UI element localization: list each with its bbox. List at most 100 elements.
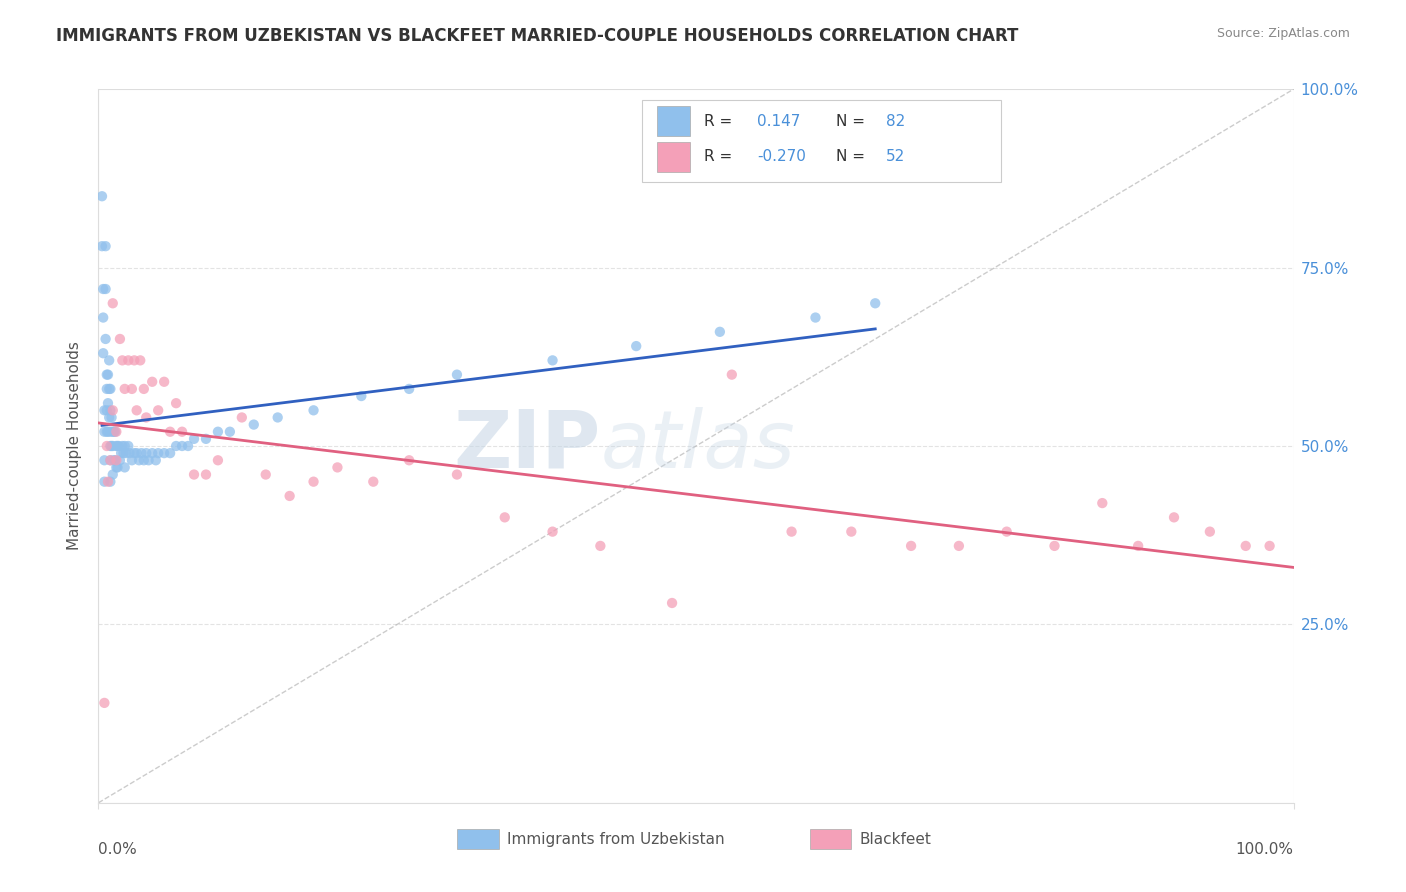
Point xyxy=(104,425,127,439)
Point xyxy=(91,346,114,360)
Point xyxy=(117,353,139,368)
Point xyxy=(1128,539,1150,553)
Point xyxy=(111,439,134,453)
Point xyxy=(107,439,129,453)
Point xyxy=(105,460,128,475)
Point xyxy=(98,403,122,417)
Point xyxy=(1043,539,1066,553)
Text: Blackfeet: Blackfeet xyxy=(859,831,932,847)
Text: Source: ZipAtlas.com: Source: ZipAtlas.com xyxy=(1216,27,1350,40)
Point xyxy=(97,425,120,439)
Point xyxy=(94,239,117,253)
Point xyxy=(135,410,157,425)
Point xyxy=(98,410,121,425)
Point xyxy=(93,475,115,489)
Point xyxy=(153,375,176,389)
Point xyxy=(494,510,516,524)
Point xyxy=(112,446,135,460)
Point xyxy=(231,410,253,425)
Point xyxy=(446,467,468,482)
Point xyxy=(1234,539,1257,553)
Point xyxy=(98,425,122,439)
Text: 100.0%: 100.0% xyxy=(1236,842,1294,857)
Point xyxy=(105,425,128,439)
Point xyxy=(865,296,887,310)
Point xyxy=(128,453,150,467)
Point xyxy=(91,189,114,203)
Point xyxy=(129,353,152,368)
Point xyxy=(124,446,146,460)
Point xyxy=(93,453,115,467)
Point xyxy=(219,425,242,439)
Point xyxy=(93,425,115,439)
Point xyxy=(148,446,170,460)
Point xyxy=(115,446,138,460)
Point xyxy=(207,453,229,467)
Point xyxy=(98,453,122,467)
Point xyxy=(589,539,612,553)
Point xyxy=(132,453,155,467)
Point xyxy=(103,425,125,439)
Text: 52: 52 xyxy=(886,150,905,164)
Point xyxy=(97,396,120,410)
Point xyxy=(172,425,194,439)
Point xyxy=(900,539,922,553)
Point xyxy=(207,425,229,439)
FancyBboxPatch shape xyxy=(457,830,499,849)
Point xyxy=(195,467,218,482)
Point xyxy=(125,403,148,417)
Point xyxy=(159,425,181,439)
Point xyxy=(302,475,325,489)
Point xyxy=(541,353,564,368)
Point xyxy=(148,403,170,417)
Point xyxy=(98,382,122,396)
Point xyxy=(96,368,118,382)
Point xyxy=(104,453,127,467)
Point xyxy=(446,368,468,382)
Text: 0.0%: 0.0% xyxy=(98,842,138,857)
Point xyxy=(107,460,129,475)
Point xyxy=(96,439,118,453)
Point xyxy=(121,453,143,467)
Point xyxy=(91,239,114,253)
Point xyxy=(98,353,121,368)
Point xyxy=(1163,510,1185,524)
Text: R =: R = xyxy=(704,150,733,164)
Point xyxy=(96,382,118,396)
FancyBboxPatch shape xyxy=(657,142,690,172)
Point xyxy=(254,467,277,482)
Point xyxy=(141,375,163,389)
Point xyxy=(626,339,648,353)
Point xyxy=(780,524,803,539)
Point xyxy=(159,446,181,460)
Point xyxy=(141,446,163,460)
Point xyxy=(995,524,1018,539)
Point xyxy=(1199,524,1222,539)
Point xyxy=(841,524,863,539)
Text: R =: R = xyxy=(704,114,733,128)
FancyBboxPatch shape xyxy=(643,100,1001,182)
Point xyxy=(183,467,205,482)
Text: 82: 82 xyxy=(886,114,905,128)
Point xyxy=(153,446,176,460)
Point xyxy=(107,439,129,453)
Point xyxy=(124,353,146,368)
Point xyxy=(94,332,117,346)
Point xyxy=(108,332,131,346)
Point xyxy=(125,446,148,460)
Point xyxy=(94,282,117,296)
Point xyxy=(195,432,218,446)
Point xyxy=(100,439,122,453)
Point xyxy=(721,368,744,382)
Point xyxy=(709,325,731,339)
Point xyxy=(1091,496,1114,510)
Text: -0.270: -0.270 xyxy=(756,150,806,164)
Point xyxy=(110,446,132,460)
Point xyxy=(96,403,118,417)
Point xyxy=(117,439,139,453)
Point xyxy=(804,310,827,325)
Point xyxy=(398,382,420,396)
Point xyxy=(97,475,120,489)
Point xyxy=(118,446,141,460)
Point xyxy=(103,453,125,467)
